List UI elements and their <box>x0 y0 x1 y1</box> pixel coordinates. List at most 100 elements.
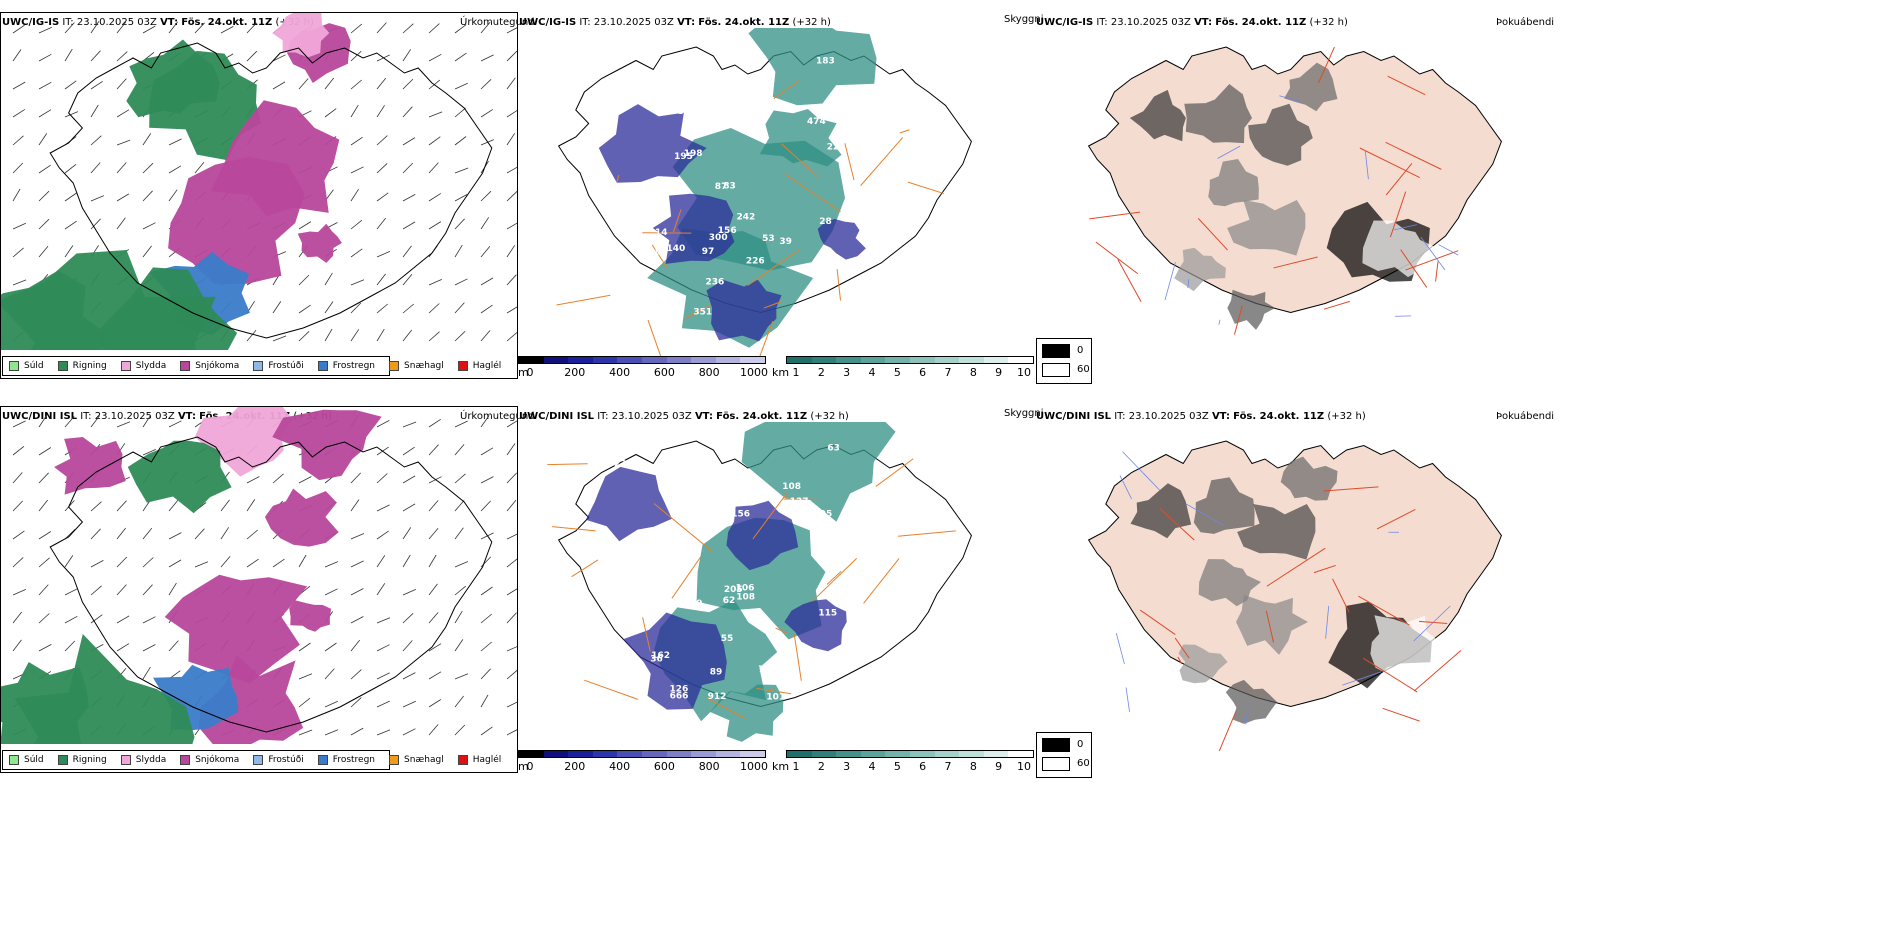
road <box>1387 75 1426 96</box>
wind-barb <box>38 81 52 90</box>
river <box>1342 671 1382 686</box>
wind-barb <box>480 556 491 568</box>
wind-barb <box>168 21 178 34</box>
wind-barb <box>376 273 386 286</box>
wind-barb <box>480 641 492 652</box>
legend-label: Frostúði <box>268 361 304 371</box>
wind-barb <box>12 420 26 428</box>
wind-barb <box>38 26 52 34</box>
colorbar-bin <box>860 357 886 363</box>
wind-barb <box>428 279 442 286</box>
wind-barb <box>64 111 79 118</box>
legend-item: Snæhagl <box>389 755 444 765</box>
legend-label: Snæhagl <box>404 755 444 765</box>
colorbar-bin <box>617 357 642 363</box>
fog-map-svg <box>1087 440 1502 752</box>
wind-barb <box>350 136 363 146</box>
road <box>1359 147 1420 178</box>
fog-title: Þokuábendi <box>1496 411 1555 422</box>
cloud-map[interactable]: 78 87 101 183 340 226 311 140 437 53 85 83 121 107 300… <box>520 28 1010 358</box>
precip-legend: Súld Rigning Slydda Snjókoma Frostúði Frostre… <box>2 750 501 770</box>
wind-barb <box>506 50 517 62</box>
fog-index-area <box>1284 62 1338 112</box>
wind-barb <box>38 472 49 484</box>
wind-barb <box>64 192 77 202</box>
wind-barb <box>116 217 126 230</box>
legend-item: Snjókoma <box>180 361 239 371</box>
wind-barb <box>298 554 307 568</box>
colorbar-bin <box>860 751 886 757</box>
colorbar-tick-label: 1000 <box>740 760 768 773</box>
wind-barb <box>298 673 313 680</box>
colorbar-bin <box>543 751 569 757</box>
wind-barb <box>506 77 516 90</box>
it-label: IT: <box>80 411 92 422</box>
river <box>1185 503 1225 527</box>
wind-barb <box>376 135 388 146</box>
colorbar-bin <box>909 751 935 757</box>
model-label: UWC/IG-IS <box>519 17 577 28</box>
wind-barb <box>454 278 468 286</box>
wind-barb <box>64 555 74 568</box>
it-value: 23.10.2025 03Z <box>76 17 157 28</box>
it-label: IT: <box>62 17 74 28</box>
wind-barb <box>298 331 310 342</box>
colorbar-tick-label: 10 <box>1017 366 1031 379</box>
precip-map[interactable] <box>0 406 518 773</box>
legend-item: Frostúði <box>253 755 304 765</box>
wind-barb <box>272 301 282 314</box>
wind-barb <box>506 222 517 230</box>
road <box>647 319 662 358</box>
fog-index-area <box>1208 159 1259 207</box>
colorbar-bin <box>836 751 861 757</box>
colorbar-bin <box>568 357 593 363</box>
precip-map-svg <box>1 407 517 744</box>
wind-barb <box>64 529 76 540</box>
wind-barb <box>506 443 516 456</box>
ceiling-value-label: 101 <box>601 197 620 207</box>
wind-barb <box>142 449 156 456</box>
river <box>1325 605 1330 639</box>
ceiling-value-label: 226 <box>746 256 765 266</box>
cloud-header: UWC/IG-IS IT: 23.10.2025 03Z VT: Fös. 24… <box>519 17 831 29</box>
wind-barb <box>272 558 285 568</box>
cloud-title: Skyggni <box>1004 14 1044 25</box>
wind-barb <box>428 671 442 680</box>
wind-barb <box>350 329 360 342</box>
cloud-header: UWC/DINI ISL IT: 23.10.2025 03Z VT: Fös.… <box>519 411 849 423</box>
precip-area <box>264 488 339 547</box>
ceiling-value-label: 126 <box>670 685 689 695</box>
road <box>907 181 944 195</box>
wind-barb <box>480 79 492 90</box>
river <box>1279 95 1300 102</box>
colorbar-tick-label: 7 <box>944 366 952 379</box>
lead-time: (+32 h) <box>1309 17 1348 28</box>
fog-legend-white-swatch <box>1042 757 1070 771</box>
cloud-map[interactable]: 152 137 115 912 88 36 95 63 89 94 101 235 156 139 126 1… <box>520 422 1010 752</box>
colorbar-tick-label: 800 <box>698 366 720 379</box>
colorbar-tick-label: 2 <box>817 760 825 773</box>
wind-barb <box>402 245 412 258</box>
legend-swatch <box>120 361 131 371</box>
wind-barb <box>350 588 364 596</box>
colorbar-strip <box>786 750 1034 758</box>
fog-map[interactable] <box>1060 28 1530 358</box>
precip-map[interactable] <box>0 12 518 379</box>
wind-barb <box>90 80 103 90</box>
road <box>552 526 596 532</box>
legend-swatch <box>457 755 468 765</box>
fog-map[interactable] <box>1060 422 1530 752</box>
wind-barb <box>454 136 467 146</box>
ceiling-colorbar: m 0 200 400 600 800 1000 <box>518 750 768 780</box>
cloud-area <box>784 599 847 652</box>
wind-barb <box>454 82 468 90</box>
colorbar-unit: km <box>772 366 790 379</box>
wind-barb <box>38 53 52 62</box>
wind-barb <box>142 245 152 258</box>
ceiling-value-label: 63 <box>827 443 840 453</box>
model-label: UWC/DINI ISL <box>2 411 78 422</box>
road <box>1385 163 1413 196</box>
wind-barb <box>246 499 256 512</box>
colorbar-bin <box>715 357 741 363</box>
precip-area <box>1 270 106 350</box>
